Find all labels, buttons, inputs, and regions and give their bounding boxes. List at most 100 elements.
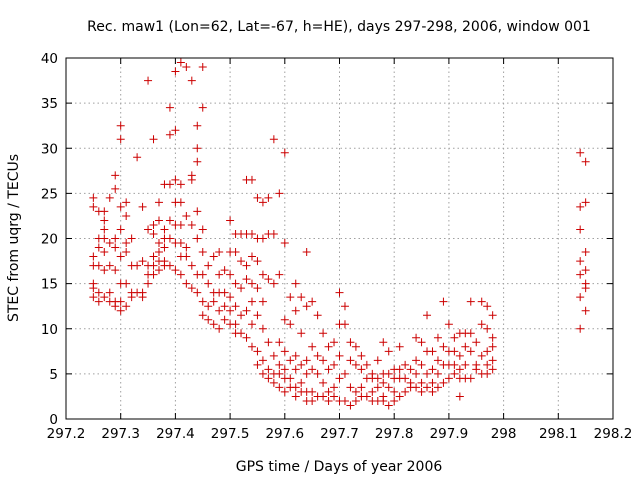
- data-point: [423, 383, 432, 392]
- data-point: [193, 144, 202, 153]
- data-point: [319, 329, 328, 338]
- data-point: [100, 293, 109, 302]
- data-point: [149, 229, 158, 238]
- data-point: [116, 306, 125, 315]
- data-point: [247, 279, 256, 288]
- data-point: [247, 297, 256, 306]
- data-point: [209, 320, 218, 329]
- data-point: [154, 216, 163, 225]
- data-point: [576, 225, 585, 234]
- data-point: [308, 387, 317, 396]
- data-point: [204, 279, 213, 288]
- data-point: [116, 202, 125, 211]
- data-point: [226, 293, 235, 302]
- x-tick-label: 297.4: [156, 426, 195, 442]
- data-point: [280, 387, 289, 396]
- data-point: [100, 266, 109, 275]
- data-point: [379, 338, 388, 347]
- data-point: [100, 216, 109, 225]
- data-point: [351, 387, 360, 396]
- data-point: [373, 383, 382, 392]
- data-point: [176, 180, 185, 189]
- data-point: [204, 302, 213, 311]
- data-point: [313, 311, 322, 320]
- x-axis-label: GPS time / Days of year 2006: [236, 459, 443, 475]
- data-point: [483, 369, 492, 378]
- data-point: [428, 387, 437, 396]
- data-point: [160, 243, 169, 252]
- data-point: [264, 275, 273, 284]
- data-point: [581, 157, 590, 166]
- data-point: [280, 347, 289, 356]
- data-point: [417, 338, 426, 347]
- data-point: [324, 396, 333, 405]
- data-point: [176, 198, 185, 207]
- data-point: [258, 356, 267, 365]
- x-tick-label: 297.5: [211, 426, 250, 442]
- data-point: [237, 284, 246, 293]
- data-point: [144, 279, 153, 288]
- y-tick-label: 5: [49, 367, 58, 383]
- data-point: [576, 202, 585, 211]
- data-point: [297, 360, 306, 369]
- data-point: [176, 270, 185, 279]
- data-point: [187, 261, 196, 270]
- data-point: [149, 270, 158, 279]
- data-point: [111, 266, 120, 275]
- x-tick-label: 297.7: [320, 426, 359, 442]
- data-point: [133, 261, 142, 270]
- data-point: [390, 396, 399, 405]
- data-point: [171, 67, 180, 76]
- data-point: [144, 225, 153, 234]
- data-point: [215, 270, 224, 279]
- data-point: [198, 248, 207, 257]
- data-point: [439, 342, 448, 351]
- data-point: [100, 234, 109, 243]
- data-point: [297, 378, 306, 387]
- data-point: [395, 342, 404, 351]
- data-point: [412, 369, 421, 378]
- data-point: [231, 279, 240, 288]
- data-point: [94, 261, 103, 270]
- data-point: [171, 266, 180, 275]
- data-point: [154, 266, 163, 275]
- data-point: [149, 135, 158, 144]
- data-point: [133, 153, 142, 162]
- data-point: [488, 333, 497, 342]
- y-tick-label: 25: [41, 186, 58, 202]
- data-point: [215, 306, 224, 315]
- data-point: [111, 234, 120, 243]
- data-point: [319, 392, 328, 401]
- data-point: [237, 257, 246, 266]
- data-point: [450, 333, 459, 342]
- x-tick-label: 297.6: [265, 426, 304, 442]
- data-point: [94, 243, 103, 252]
- data-point: [209, 297, 218, 306]
- data-point: [340, 396, 349, 405]
- data-point: [379, 378, 388, 387]
- data-point: [346, 338, 355, 347]
- data-point: [472, 338, 481, 347]
- data-point: [122, 239, 131, 248]
- data-point: [193, 288, 202, 297]
- data-point: [351, 342, 360, 351]
- data-point: [319, 378, 328, 387]
- data-point: [122, 198, 131, 207]
- data-point: [576, 324, 585, 333]
- data-point: [384, 401, 393, 410]
- data-point: [433, 369, 442, 378]
- data-point: [351, 396, 360, 405]
- data-point: [428, 378, 437, 387]
- data-point: [253, 193, 262, 202]
- data-point: [461, 360, 470, 369]
- data-point: [187, 220, 196, 229]
- data-point: [291, 306, 300, 315]
- data-point: [581, 284, 590, 293]
- data-point: [401, 387, 410, 396]
- data-point: [291, 279, 300, 288]
- data-point: [477, 320, 486, 329]
- data-point: [138, 257, 147, 266]
- data-point: [226, 216, 235, 225]
- data-point: [275, 338, 284, 347]
